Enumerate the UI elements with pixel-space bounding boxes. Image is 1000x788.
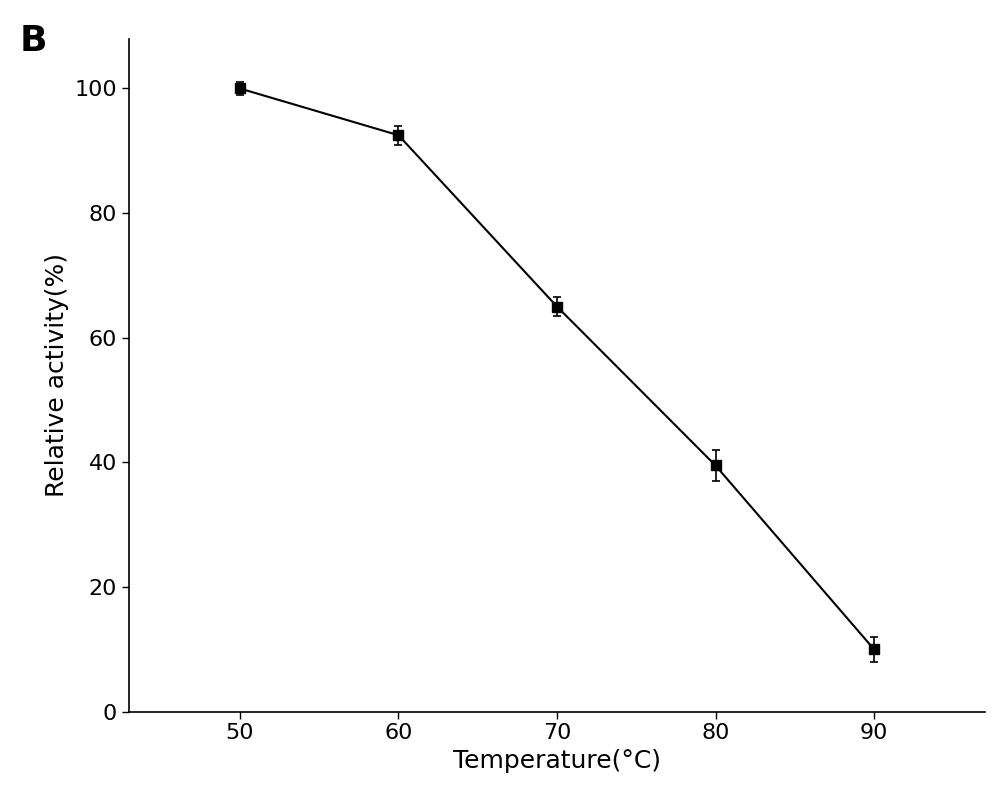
- Y-axis label: Relative activity(%): Relative activity(%): [45, 253, 69, 497]
- Text: B: B: [20, 24, 48, 58]
- X-axis label: Temperature(°C): Temperature(°C): [453, 749, 661, 773]
